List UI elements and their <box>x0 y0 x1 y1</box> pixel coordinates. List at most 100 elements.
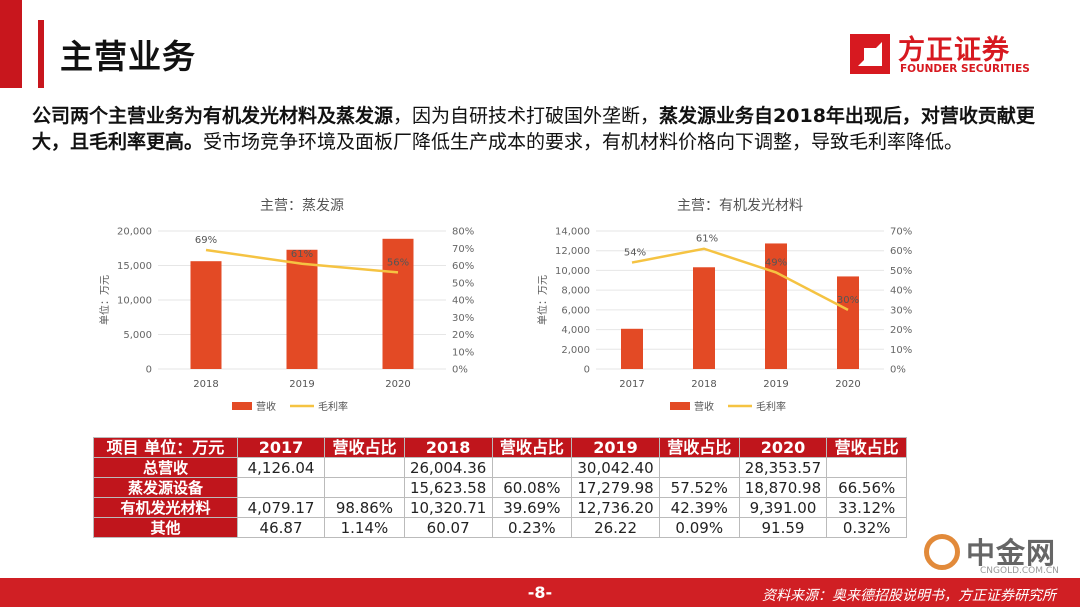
table-cell: 98.86% <box>324 497 405 518</box>
y2-tick-label: 20% <box>890 325 912 336</box>
table-cell: 91.59 <box>738 517 828 538</box>
table-row: 其他 46.87 1.14% 60.07 0.23% 26.22 0.09% 91.59 0.3… <box>93 517 907 538</box>
y2-tick-label: 50% <box>890 266 912 277</box>
y2-tick-label: 0% <box>890 365 906 376</box>
page-number: -8- <box>527 583 553 602</box>
summary-part-2: ，因为自研技术打破国外垄断， <box>393 105 660 127</box>
table-cell: 17,279.98 <box>571 477 660 498</box>
table-header-cell: 营收占比 <box>491 437 573 458</box>
x-tick-label: 2020 <box>385 379 410 390</box>
table-row-label: 总营收 <box>93 457 238 478</box>
line-data-label: 54% <box>624 248 646 259</box>
table-cell: 12,736.20 <box>571 497 660 518</box>
margin-line <box>631 247 849 311</box>
cngold-watermark: 中金网 CNGOLD.COM.CN <box>924 528 1074 578</box>
bar <box>190 261 222 369</box>
chart-svg: 主营：有机发光材料 0 2,000 4,000 6,000 8,000 10,000 12,0… <box>536 198 912 413</box>
table-cell: 0.23% <box>491 517 573 538</box>
y-tick-label: 6,000 <box>561 305 590 316</box>
table-cell: 10,320.71 <box>403 497 493 518</box>
y-axis-label: 单位：万元 <box>98 275 111 325</box>
table-cell <box>826 457 907 478</box>
table-cell: 0.09% <box>658 517 740 538</box>
table-header-cell: 项目 单位：万元 <box>93 437 238 458</box>
table-header-cell: 营收占比 <box>324 437 405 458</box>
y2-tick-label: 70% <box>890 227 912 238</box>
founder-logo: 方正证券 FOUNDER SECURITIES <box>848 28 1030 78</box>
y-tick-label: 12,000 <box>555 246 590 257</box>
x-tick-label: 2019 <box>289 379 314 390</box>
y-tick-label: 2,000 <box>561 345 590 356</box>
table-cell: 26,004.36 <box>403 457 493 478</box>
table-header-cell: 2019 <box>571 437 660 458</box>
table-row-label: 蒸发源设备 <box>93 477 238 498</box>
legend-label: 营收 <box>694 400 714 413</box>
organic-material-chart: 主营：有机发光材料 0 2,000 4,000 6,000 8,000 10,000 12,0… <box>534 188 934 420</box>
y2-tick-label: 10% <box>452 347 474 358</box>
y-tick-label: 10,000 <box>555 266 590 277</box>
y2-tick-label: 10% <box>890 345 912 356</box>
y2-tick-label: 40% <box>452 296 474 307</box>
y-tick-label: 0 <box>146 365 152 376</box>
legend-bar-swatch <box>232 402 252 410</box>
legend-bar-swatch <box>670 402 690 410</box>
y-tick-label: 5,000 <box>123 330 152 341</box>
table-header-cell: 2017 <box>236 437 326 458</box>
table-header-cell: 营收占比 <box>658 437 740 458</box>
table-header-cell: 2020 <box>738 437 828 458</box>
y-tick-label: 10,000 <box>117 296 152 307</box>
table-cell: 66.56% <box>826 477 907 498</box>
table-cell: 26.22 <box>571 517 660 538</box>
summary-part-1: 公司两个主营业务为有机发光材料及蒸发源 <box>32 105 394 127</box>
table-cell: 39.69% <box>491 497 573 518</box>
table-row-label: 其他 <box>93 517 238 538</box>
margin-line <box>205 248 399 274</box>
table-cell <box>491 457 573 478</box>
table-cell <box>324 457 405 478</box>
header-accent-stripe <box>38 20 44 88</box>
table-row: 总营收 4,126.04 26,004.36 30,042.40 28,353.57 <box>93 457 907 478</box>
y-axis-label: 单位：万元 <box>536 275 549 325</box>
x-tick-label: 2018 <box>691 379 716 390</box>
table-cell: 33.12% <box>826 497 907 518</box>
table-cell <box>658 457 740 478</box>
bar <box>286 249 318 369</box>
line-data-label: 56% <box>387 257 409 268</box>
header-accent-bar <box>0 0 22 88</box>
line-data-label: 61% <box>291 249 313 260</box>
table-cell <box>236 477 326 498</box>
bar <box>693 267 715 369</box>
revenue-table: 项目 单位：万元 2017 营收占比 2018 营收占比 2019 营收占比 2020 营收占比… <box>93 437 907 538</box>
x-tick-label: 2020 <box>835 379 860 390</box>
legend-label: 营收 <box>256 400 276 413</box>
line-data-label: 49% <box>765 257 787 268</box>
y-tick-label: 14,000 <box>555 227 590 238</box>
table-cell: 15,623.58 <box>403 477 493 498</box>
summary-part-4: 受市场竞争环境及面板厂降低生产成本的要求，有机材料价格向下调整，导致毛利率降低。 <box>203 131 964 153</box>
logo-name-en: FOUNDER SECURITIES <box>900 63 1030 75</box>
table-cell: 42.39% <box>658 497 740 518</box>
table-row: 有机发光材料 4,079.17 98.86% 10,320.71 39.69% 12,73… <box>93 497 907 518</box>
table-header-cell: 2018 <box>403 437 493 458</box>
table-cell: 60.08% <box>491 477 573 498</box>
line-data-label: 69% <box>195 235 217 246</box>
page-title: 主营业务 <box>60 37 196 76</box>
table-cell: 60.07 <box>403 517 493 538</box>
summary-text: 公司两个主营业务为有机发光材料及蒸发源，因为自研技术打破国外垄断，蒸发源业务自2… <box>32 103 1052 155</box>
y2-tick-label: 70% <box>452 244 474 255</box>
bar <box>621 328 643 369</box>
y2-tick-label: 20% <box>452 330 474 341</box>
table-cell: 57.52% <box>658 477 740 498</box>
y2-tick-label: 0% <box>452 365 468 376</box>
footer-bar: -8- 资料来源：奥来德招股说明书，方正证券研究所 <box>0 578 1080 607</box>
table-cell: 30,042.40 <box>571 457 660 478</box>
table-cell: 1.14% <box>324 517 405 538</box>
chart-svg: 主营：蒸发源 0 5,000 10,000 15,000 20,000 0% 10% 20% 30… <box>98 198 474 413</box>
line-data-label: 61% <box>696 234 718 245</box>
y-tick-label: 20,000 <box>117 227 152 238</box>
y2-tick-label: 40% <box>890 286 912 297</box>
y-tick-label: 8,000 <box>561 286 590 297</box>
table-cell: 4,126.04 <box>236 457 326 478</box>
y-tick-label: 15,000 <box>117 261 152 272</box>
table-cell: 4,079.17 <box>236 497 326 518</box>
